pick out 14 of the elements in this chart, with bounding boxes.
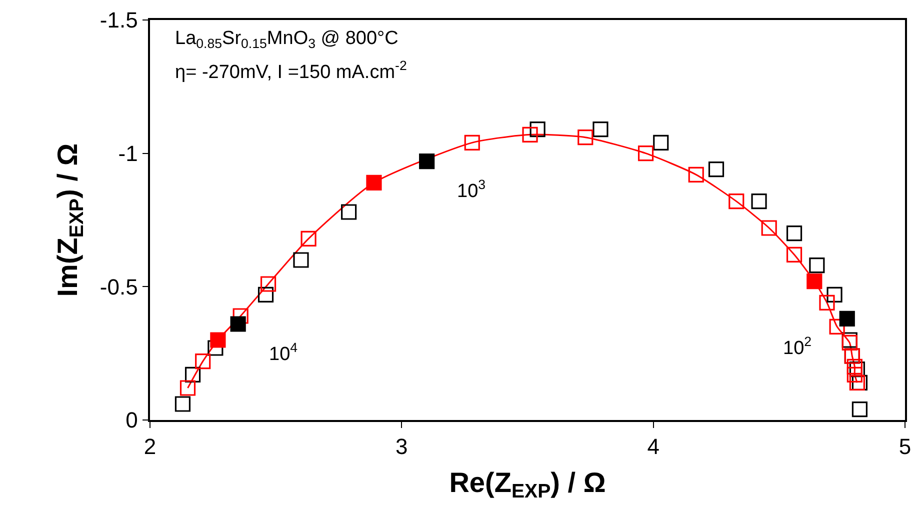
annotation: 10$^{4}$ — [269, 340, 298, 365]
y-tick-label: 0 — [126, 408, 138, 433]
y-tick-label: -0.5 — [100, 274, 138, 300]
x-axis-title: Re(Z$_{EXP}$) / Ω — [449, 466, 606, 503]
x-tick-label: 5 — [898, 434, 912, 460]
annotation: La$_{0.85}$Sr$_{0.15}$MnO$_{3}$ @ 800°C — [175, 28, 398, 51]
y-tick-label: -1.5 — [100, 8, 138, 33]
x-tick-label: 4 — [647, 434, 660, 460]
x-tick-label: 3 — [396, 434, 408, 460]
annotation: η= -270mV, I =150 mA.cm$^{-2}$ — [175, 58, 407, 83]
annotation: 10$^{3}$ — [457, 177, 486, 202]
x-tick-label: 2 — [144, 434, 156, 460]
annotation: 10$^{2}$ — [783, 334, 812, 359]
y-tick-label: -1 — [118, 141, 138, 166]
